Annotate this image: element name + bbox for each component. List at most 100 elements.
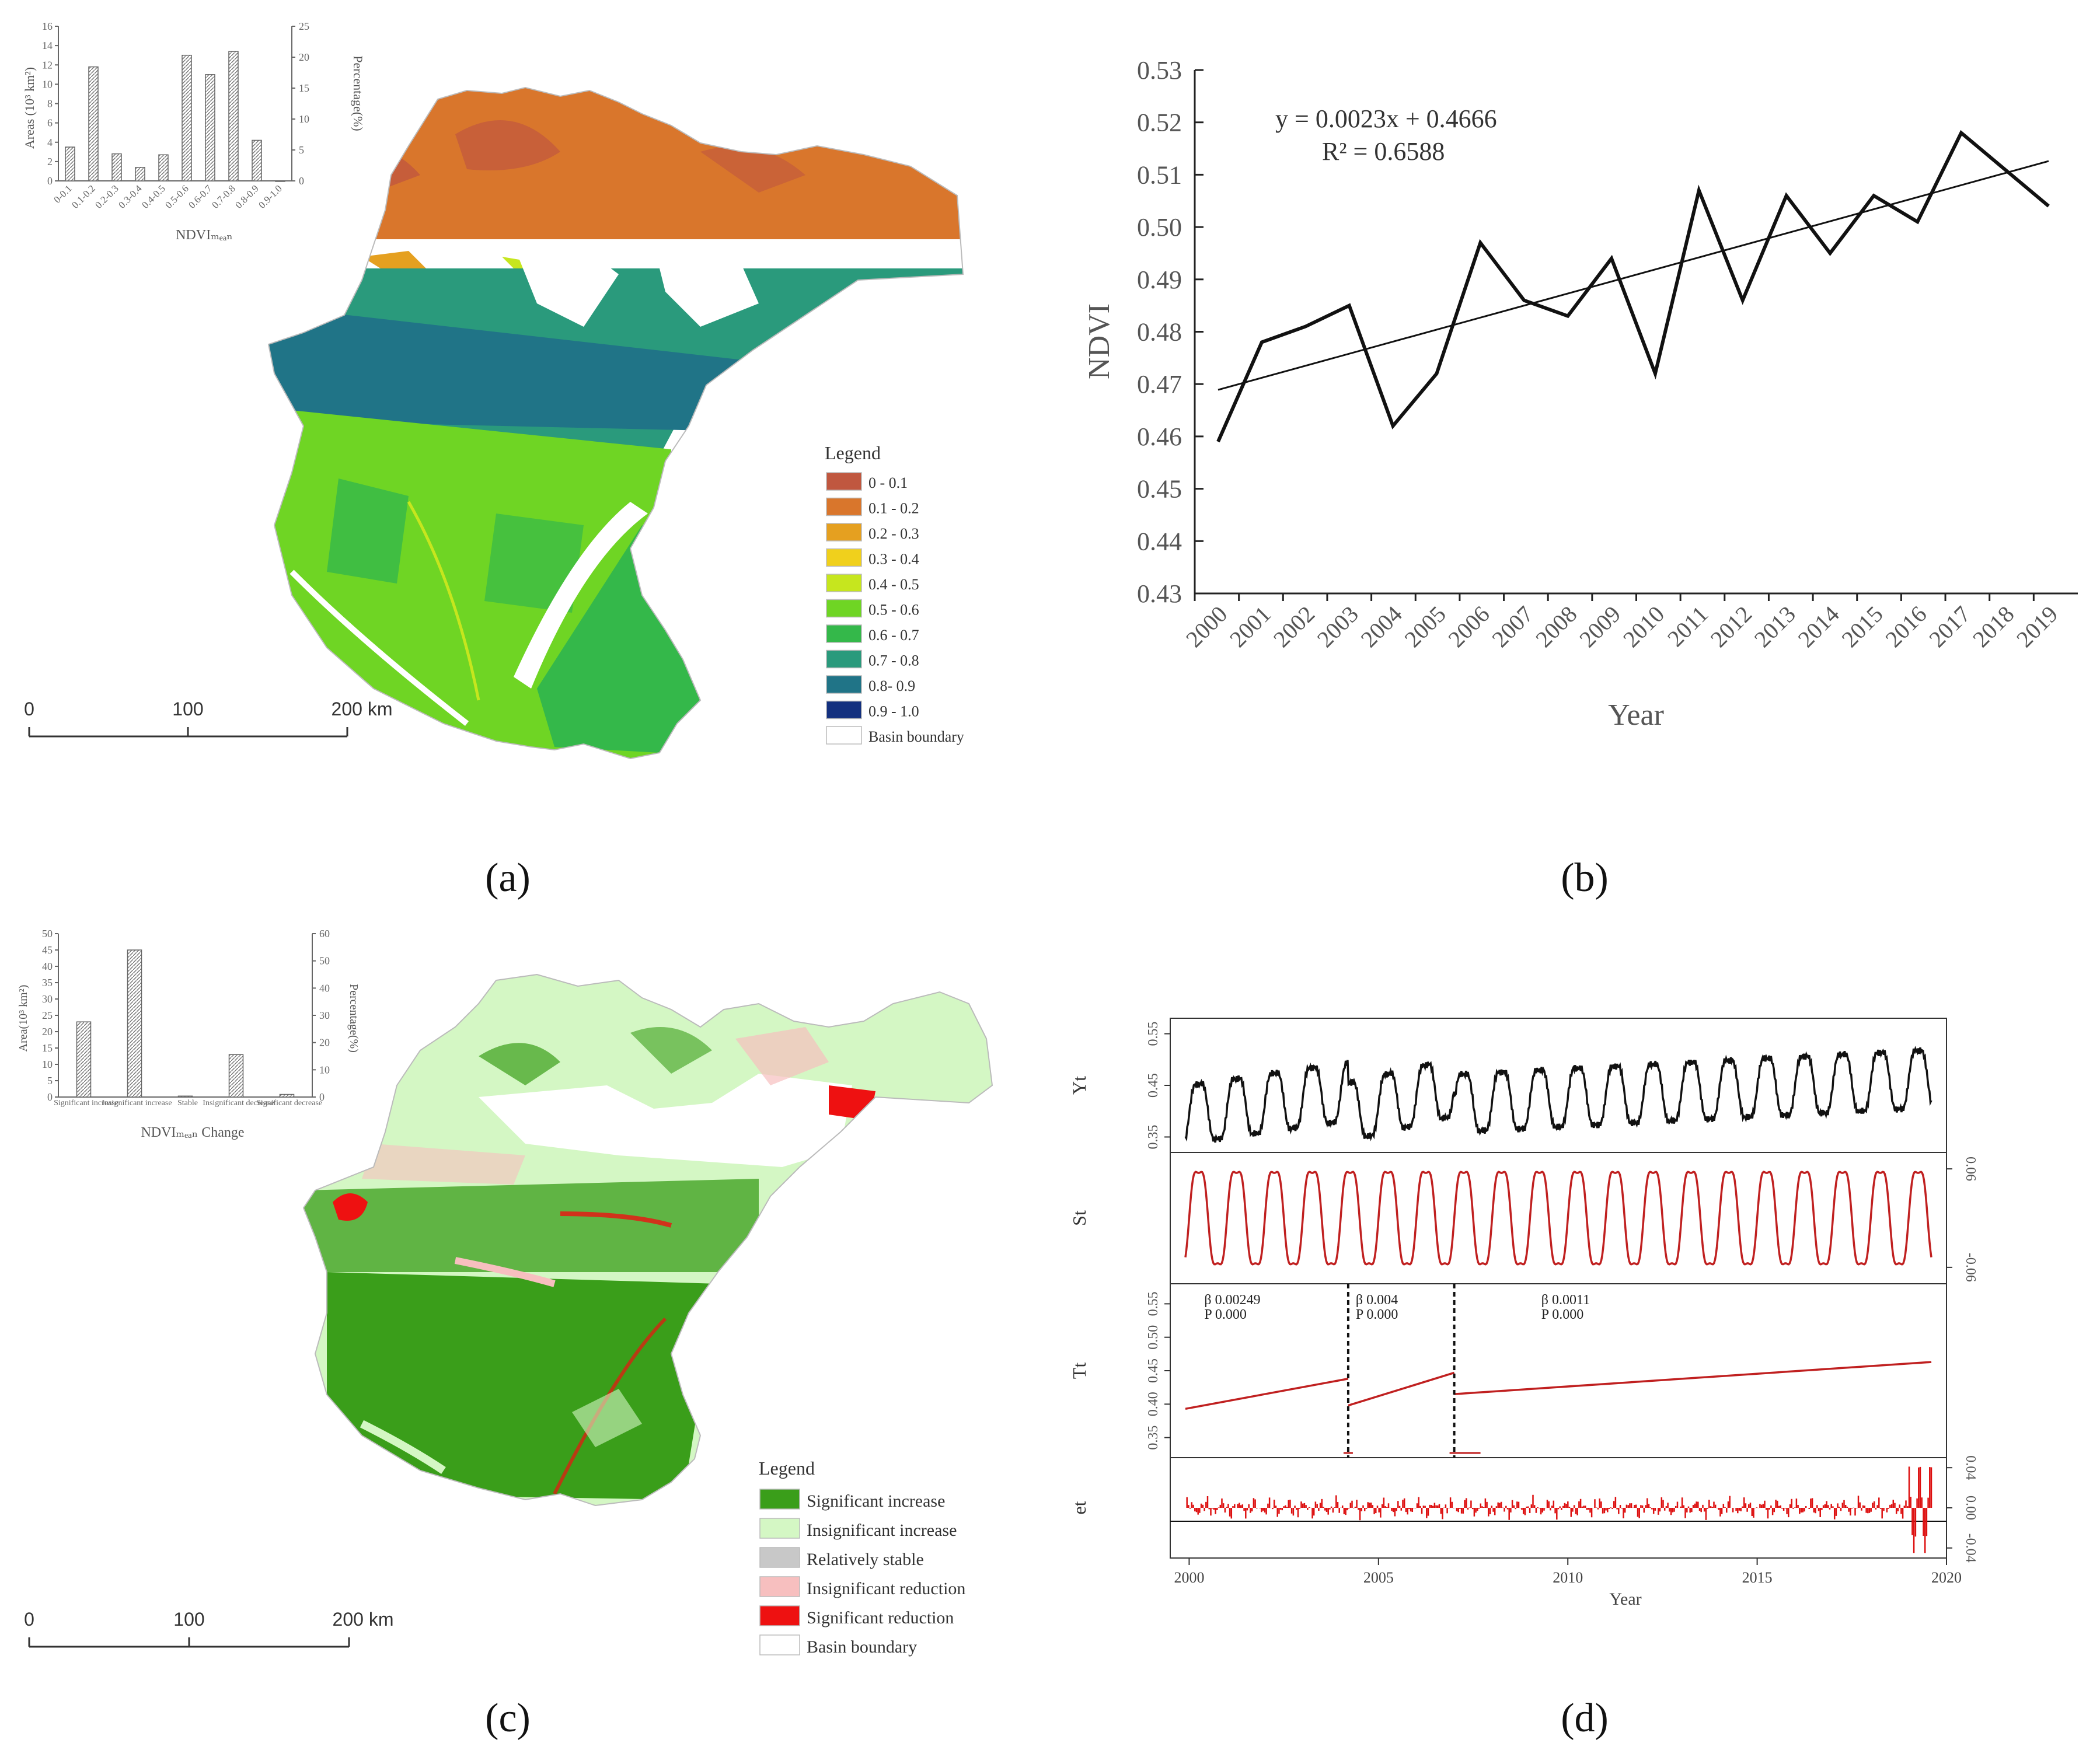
panel-label-a: (a) <box>485 855 531 900</box>
legend-a-label-2: 0.2 - 0.3 <box>868 525 919 542</box>
b-xtick-label: 2019 <box>2011 601 2063 652</box>
insetA-category-7: 0.7-0.8 <box>210 183 237 210</box>
insetC-ytick-left: 0 <box>47 1091 53 1103</box>
legend-a-label-9: 0.9 - 1.0 <box>868 703 919 720</box>
insetA-ytick-left: 4 <box>47 137 53 148</box>
legend-a-label-5: 0.5 - 0.6 <box>868 602 919 619</box>
insetC-ytick-left: 25 <box>42 1010 53 1021</box>
legend-c-label-0: Significant increase <box>807 1491 945 1511</box>
d-xtick-label: 2010 <box>1553 1569 1583 1586</box>
legend-c-label-1: Insignificant increase <box>807 1521 957 1540</box>
inset-a-xlabel: NDVIₘₑₐₙ <box>176 228 233 243</box>
d-ytick-label: 0.50 <box>1146 1325 1161 1350</box>
insetC-ytick-left: 35 <box>42 977 53 988</box>
insetA-bar-1 <box>88 66 99 181</box>
d-ytick-label: 0.55 <box>1146 1291 1161 1316</box>
insetA-category-9: 0.9-1.0 <box>256 183 284 210</box>
insetC-ytick-right: 50 <box>319 955 330 967</box>
insetA-bar-7 <box>228 51 239 181</box>
b-xtick-label: 2008 <box>1530 601 1582 652</box>
d-st-seasonal-line <box>1184 1171 1932 1266</box>
insetA-ytick-right: 0 <box>299 175 304 187</box>
legend-a-swatch-3 <box>826 548 862 567</box>
panel-c-scale-bar: 0 100 200 km <box>24 1609 393 1648</box>
d-et-residual-bars <box>1186 1466 1932 1553</box>
panel-label-d: (d) <box>1561 1696 1609 1741</box>
b-xtick-label: 2012 <box>1705 601 1757 652</box>
legend-a-label-8: 0.8- 0.9 <box>868 677 915 694</box>
b-xtick-label: 2013 <box>1749 601 1801 652</box>
b-ytick-label: 0.49 <box>1137 266 1182 294</box>
inset-a-ylabel-left: Areas (10³ km²) <box>22 67 37 149</box>
inset-c-xlabel: NDVIₘₑₐₙ Change <box>141 1125 244 1140</box>
legend-c-swatch-0 <box>759 1489 800 1510</box>
panel-c-legend: Legend Significant increase Insignificant… <box>759 1458 965 1657</box>
b-ylabel: NDVI <box>1083 303 1116 379</box>
insetA-category-8: 0.8-0.9 <box>233 183 260 210</box>
legend-a-swatch-8 <box>826 675 862 694</box>
b-xlabel: Year <box>1608 698 1664 732</box>
legend-a-swatch-0 <box>826 472 862 491</box>
legend-a-swatch-4 <box>826 574 862 592</box>
b-xtick-label: 2006 <box>1443 601 1494 652</box>
insetA-ytick-left: 6 <box>47 117 53 129</box>
b-xtick-label: 2017 <box>1924 601 1975 652</box>
d-segment-p-2: P 0.000 <box>1541 1307 1583 1322</box>
insetC-ytick-left: 30 <box>42 993 53 1005</box>
insetC-category-2: Stable <box>177 1099 198 1108</box>
b-xtick-label: 2018 <box>1968 601 2019 652</box>
insetA-category-5: 0.5-0.6 <box>163 183 190 210</box>
insetC-ytick-left: 5 <box>47 1075 53 1087</box>
insetA-bar-2 <box>111 153 122 181</box>
inset-c-ylabel-right: Percentage(%) <box>347 984 360 1053</box>
d-segment-beta-0: β 0.00249 <box>1204 1293 1260 1308</box>
legend-a-swatch-9 <box>826 700 862 719</box>
insetC-bar-2 <box>177 1095 193 1098</box>
legend-a-swatch-6 <box>826 624 862 643</box>
inset-c-ylabel-left: Area(10³ km²) <box>17 985 30 1052</box>
b-xtick-label: 2003 <box>1312 601 1363 652</box>
insetC-bar-1 <box>127 949 142 1098</box>
panel-a: 0 2 4 6 8 10 12 14 16 0 5 10 15 20 25 0-0.1 0.1-0.2 0.2… <box>0 0 1039 805</box>
d-xtick-label: 2015 <box>1742 1569 1773 1586</box>
insetC-ytick-left: 50 <box>42 928 53 939</box>
d-row-label-et: et <box>1069 1501 1090 1514</box>
b-xtick-label: 2011 <box>1662 601 1713 652</box>
legend-a-swatch-7 <box>826 649 862 669</box>
insetC-ytick-right: 20 <box>319 1037 330 1049</box>
panel-b-chart: 0.43 0.44 0.45 0.46 0.47 0.48 0.49 0.50 0.51 0.52… <box>1083 56 2078 732</box>
insetC-category-4: Significant decrease <box>256 1099 322 1108</box>
d-ytick-label: 0.55 <box>1146 1022 1161 1046</box>
b-xtick-label: 2015 <box>1836 601 1888 652</box>
legend-c-swatch-5 <box>759 1634 800 1655</box>
b-xtick-label: 2016 <box>1880 601 1931 652</box>
d-segment-beta-1: β 0.004 <box>1356 1293 1398 1308</box>
legend-a-label-0: 0 - 0.1 <box>868 474 908 491</box>
inset-a-ylabel-right: Percentage(%) <box>351 55 365 131</box>
b-xtick-label: 2014 <box>1793 601 1844 652</box>
insetA-category-3: 0.3-0.4 <box>116 183 144 211</box>
b-xtick-label: 2001 <box>1225 601 1276 652</box>
d-ytick-label-right: -0.04 <box>1963 1534 1978 1563</box>
panel-d: Yt St Tt et 0.35 0.45 0.55 -0.06 0.06 0.35 0.40 0.… <box>1051 992 2100 1692</box>
b-xtick-label: 2002 <box>1268 601 1320 652</box>
insetA-ytick-right: 15 <box>299 82 309 94</box>
insetA-bar-5 <box>182 54 192 181</box>
b-ytick-label: 0.45 <box>1137 475 1182 504</box>
insetC-ytick-right: 60 <box>319 928 330 939</box>
b-ytick-label: 0.50 <box>1137 213 1182 242</box>
insetC-category-1: Insignificant increase <box>102 1099 172 1108</box>
panel-c-map: 0 5 10 15 20 25 30 35 40 45 50 0 10 20 30 40 50 60 Signi… <box>17 928 993 1657</box>
insetC-bar-4 <box>279 1094 295 1098</box>
scale-a-label-100: 100 <box>172 698 203 719</box>
d-frame <box>1170 1018 1947 1559</box>
panel-b: 0.43 0.44 0.45 0.46 0.47 0.48 0.49 0.50 0.51 0.52… <box>1051 0 2100 805</box>
legend-c-label-5: Basin boundary <box>807 1637 917 1657</box>
legend-a-label-6: 0.6 - 0.7 <box>868 627 919 644</box>
insetC-ytick-right: 30 <box>319 1010 330 1021</box>
panel-c-inset-histogram: 0 5 10 15 20 25 30 35 40 45 50 0 10 20 30 40 50 60 Signi… <box>17 928 360 1140</box>
legend-c-label-4: Significant reduction <box>807 1608 954 1627</box>
legend-c-title: Legend <box>759 1458 815 1479</box>
b-ndvi-series-line <box>1216 130 2050 443</box>
